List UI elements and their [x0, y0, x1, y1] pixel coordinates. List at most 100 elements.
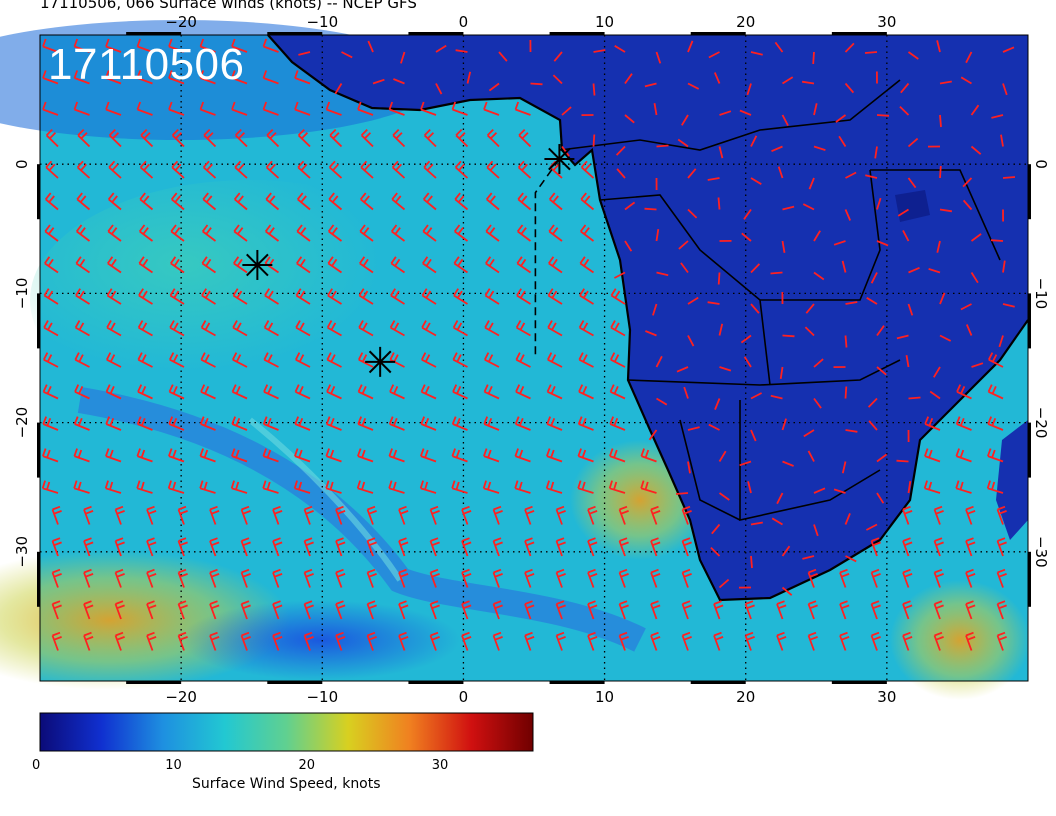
wind-barb — [965, 600, 976, 620]
wind-barb — [707, 301, 720, 305]
wind-barb — [83, 505, 94, 525]
wind-barb — [587, 505, 598, 525]
wind-barb — [908, 396, 921, 400]
wind-barb — [335, 505, 346, 525]
wind-barb — [136, 416, 153, 431]
wind-barb — [263, 384, 279, 400]
wind-barb — [73, 416, 90, 431]
wind-barb — [262, 38, 279, 53]
wind-barb — [105, 38, 122, 53]
wind-barb — [272, 537, 283, 557]
wind-barb — [209, 600, 220, 620]
wind-barb — [781, 586, 793, 596]
wind-barb — [451, 448, 468, 463]
wind-barb — [74, 352, 90, 368]
wind-barb — [555, 537, 566, 557]
wind-barb — [577, 416, 594, 431]
wind-barb — [83, 568, 94, 588]
wind-barb — [687, 40, 694, 53]
colorbar-tick-label: 0 — [32, 758, 41, 773]
wind-barb — [168, 70, 185, 85]
wind-barb — [991, 114, 1004, 119]
wind-barb — [421, 288, 437, 305]
wind-barb — [813, 145, 826, 151]
wind-barb — [524, 568, 535, 588]
wind-barb — [484, 320, 500, 337]
wind-barb — [996, 600, 1007, 620]
wind-barb — [517, 160, 532, 179]
wind-barb — [168, 384, 185, 400]
wind-barb — [390, 288, 405, 305]
wind-barb — [845, 555, 857, 563]
wind-barb — [928, 268, 941, 274]
wind-barb — [841, 260, 847, 273]
wind-barb — [781, 418, 787, 431]
wind-barb — [899, 105, 910, 116]
wind-barb — [451, 480, 468, 494]
wind-barb — [108, 160, 122, 179]
wind-barb — [1002, 46, 1015, 53]
wind-barb — [970, 104, 980, 116]
wind-barb — [329, 128, 343, 148]
wind-barb — [845, 301, 858, 305]
wind-barb — [683, 386, 689, 399]
wind-barb — [868, 420, 878, 431]
wind-barb — [136, 70, 153, 85]
wind-barb — [498, 51, 508, 62]
wind-barb — [965, 568, 976, 588]
wind-barb — [75, 288, 90, 305]
wind-barb — [514, 101, 531, 116]
wind-barb — [390, 224, 406, 242]
wind-barb — [231, 384, 248, 400]
wind-barb — [546, 352, 563, 368]
wind-barb — [42, 416, 59, 431]
wind-barb — [687, 168, 697, 179]
wind-barb — [936, 40, 941, 53]
wind-barb — [902, 568, 913, 588]
wind-barb — [990, 239, 1004, 242]
wind-barb — [357, 448, 374, 463]
wind-barb — [200, 384, 216, 400]
wind-barb — [547, 320, 563, 337]
wind-barb — [209, 505, 220, 525]
wind-barb — [104, 480, 122, 494]
wind-barb — [105, 70, 122, 85]
wind-barb — [328, 160, 343, 179]
wind-barb — [265, 192, 280, 211]
wind-barb — [51, 505, 62, 525]
wind-barb — [524, 631, 535, 651]
storm-track — [534, 158, 561, 358]
wind-barb — [177, 537, 188, 557]
wind-barb — [51, 568, 62, 588]
wind-barb — [807, 568, 818, 588]
wind-barb — [782, 460, 794, 467]
wind-barb — [240, 600, 251, 620]
wind-barb — [139, 192, 154, 211]
wind-barb — [996, 537, 1007, 557]
wind-barb — [876, 240, 889, 247]
wind-barb — [681, 505, 692, 525]
wind-barb — [232, 288, 248, 305]
wind-barb — [389, 384, 405, 400]
lon-tick-label-bottom: 30 — [877, 688, 896, 706]
wind-barb — [366, 631, 377, 651]
figure-title: 17110506, 066 Surface winds (knots) -- N… — [40, 0, 417, 12]
wind-barb — [614, 45, 626, 53]
axis-ticks: −20 −20 −10 −10 0 0 10 10 20 20 30 30 0 0 −10 −10 −20 −20… — [13, 13, 1050, 706]
wind-barb — [393, 78, 405, 85]
storm-marker — [242, 249, 273, 280]
wind-barb — [170, 256, 185, 274]
wind-barb — [272, 600, 283, 620]
wind-barb — [108, 128, 122, 148]
wind-barb — [325, 448, 342, 463]
wind-barb — [547, 288, 563, 305]
wind-barb — [201, 256, 217, 274]
wind-barb — [833, 488, 846, 494]
wind-barb — [902, 229, 910, 242]
wind-barb — [813, 230, 821, 242]
wind-barb — [707, 177, 720, 181]
wind-barb — [970, 272, 979, 284]
wind-barb — [902, 505, 913, 525]
wind-barb — [294, 101, 311, 116]
